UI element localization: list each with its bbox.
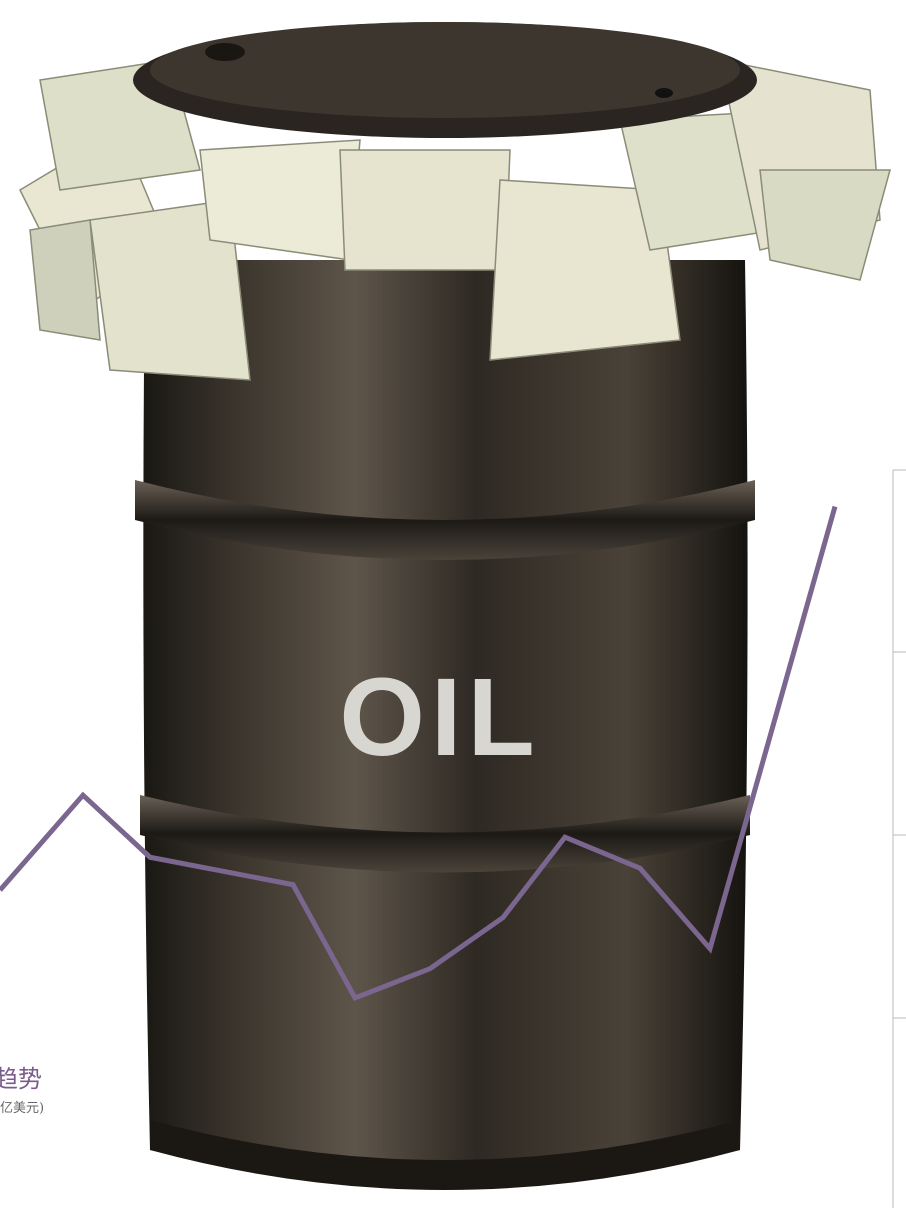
lid-cap [205, 43, 245, 61]
page: OIL 趋势 亿美元) [0, 0, 906, 1208]
chart-title: 趋势 [0, 1065, 42, 1093]
barrel-label: OIL [339, 656, 540, 779]
lid-vent [655, 88, 673, 98]
grid-marks [893, 470, 906, 1208]
chart-subtitle: 亿美元) [0, 1101, 44, 1116]
barrel-lid-top [150, 22, 740, 118]
barrel-photo: OIL [20, 22, 890, 1190]
